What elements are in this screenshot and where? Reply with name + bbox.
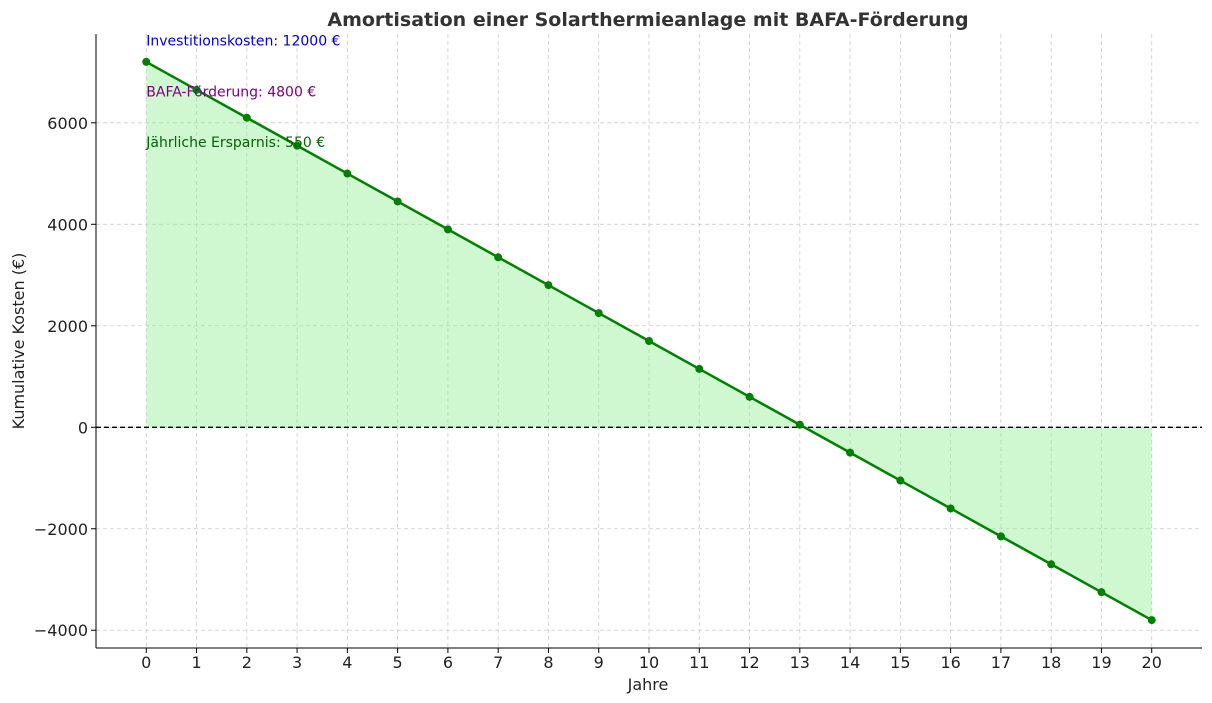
x-tick-label: 4 [342,653,352,672]
chart-title: Amortisation einer Solarthermieanlage mi… [327,9,968,31]
annotation-text: BAFA-Förderung: 4800 € [146,84,316,100]
data-point [242,113,251,122]
y-tick-label: 4000 [47,215,88,234]
x-tick-label: 9 [594,653,604,672]
y-axis-label: Kumulative Kosten (€) [9,253,28,430]
x-tick-label: 17 [991,653,1011,672]
data-point [846,448,855,457]
annotation-text: Jährliche Ersparnis: 550 € [145,135,325,151]
data-point [142,57,151,66]
data-point [645,337,653,345]
data-point [443,225,452,234]
x-tick-label: 19 [1091,653,1111,672]
x-tick-label: 7 [493,653,503,672]
y-tick-label: −2000 [34,520,88,539]
grid [96,34,1202,648]
ticks: 0 1 2 3 4 5 6 7 8 9 10 11 12 13 14 15 16 17 18 19 20−4000−20… [34,114,1162,672]
data-point [996,532,1005,541]
data-point [896,476,905,485]
x-tick-label: 16 [940,653,960,672]
x-tick-label: 15 [890,653,910,672]
x-tick-label: 13 [790,653,810,672]
x-tick-label: 20 [1142,653,1162,672]
annotations: Investitionskosten: 12000 € BAFA-Förderun… [145,34,340,151]
annotation-text: Investitionskosten: 12000 € [146,34,340,50]
data-point [946,504,955,513]
y-tick-label: 0 [78,418,88,437]
data-point [393,197,402,206]
x-tick-label: 8 [543,653,553,672]
data-point [1047,560,1056,569]
x-tick-label: 6 [443,653,453,672]
x-axis-label: Jahre [627,675,669,694]
data-point [795,420,804,429]
data-point [594,309,603,318]
data-point [695,364,704,373]
data-point [192,85,201,94]
x-tick-label: 5 [393,653,403,672]
x-tick-label: 11 [689,653,709,672]
y-tick-label: 2000 [47,317,88,336]
series-line-layer [142,57,1156,625]
data-point [494,253,503,262]
y-tick-label: 6000 [47,114,88,133]
x-tick-label: 1 [191,653,201,672]
data-point [745,392,754,401]
data-point [544,281,553,290]
x-tick-label: 10 [639,653,659,672]
x-tick-label: 0 [141,653,151,672]
x-tick-label: 14 [840,653,860,672]
data-point [1097,588,1106,597]
x-tick-label: 3 [292,653,302,672]
x-tick-label: 2 [242,653,252,672]
data-point [293,141,302,150]
x-tick-label: 18 [1041,653,1061,672]
data-point [1147,616,1156,625]
x-tick-label: 12 [739,653,759,672]
data-point [343,169,352,178]
y-tick-label: −4000 [34,621,88,640]
